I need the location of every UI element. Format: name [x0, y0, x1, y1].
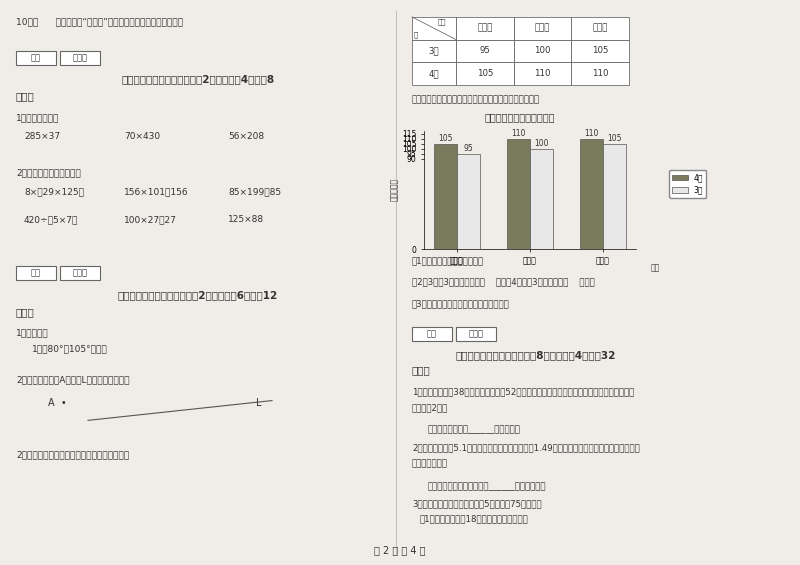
Text: 六年级: 六年级: [592, 24, 608, 33]
FancyBboxPatch shape: [412, 40, 456, 62]
Text: 评卷人: 评卷人: [73, 53, 87, 62]
Text: 五年级: 五年级: [534, 24, 550, 33]
Text: 分）。: 分）。: [16, 92, 34, 102]
Text: 得分: 得分: [31, 268, 41, 277]
FancyBboxPatch shape: [514, 62, 571, 85]
Text: 1．姐姐有连环甴38本，妹妹有连环甴52本，姐姐要给妹妹多少本连环町，才能使妹妹的本数: 1．姐姐有连环甴38本，妹妹有连环甴52本，姐姐要给妹妹多少本连环町，才能使妹妹…: [412, 387, 634, 396]
Text: 100×27－27: 100×27－27: [124, 215, 177, 224]
FancyBboxPatch shape: [456, 17, 514, 40]
Text: 月: 月: [414, 31, 418, 38]
FancyBboxPatch shape: [571, 40, 629, 62]
Text: 56×208: 56×208: [228, 132, 264, 141]
FancyBboxPatch shape: [571, 62, 629, 85]
Bar: [530, 149, 554, 249]
Text: 85×199＋85: 85×199＋85: [228, 187, 281, 196]
Text: 105: 105: [438, 134, 453, 144]
Text: 110: 110: [534, 69, 550, 78]
Text: 70×430: 70×430: [124, 132, 160, 141]
Text: 105: 105: [477, 69, 493, 78]
Text: 105: 105: [592, 46, 608, 55]
Text: 是姐姐的2倍？: 是姐姐的2倍？: [412, 403, 448, 412]
Text: 2．过直线外一点A町直线L的平行线和垂线。: 2．过直线外一点A町直线L的平行线和垂线。: [16, 375, 130, 384]
Text: 4月: 4月: [429, 69, 439, 78]
Text: （2）3月份3个年级共植树（    ）棵，4月份比3月份多植树（    ）棵。: （2）3月份3个年级共植树（ ）棵，4月份比3月份多植树（ ）棵。: [412, 277, 594, 286]
FancyBboxPatch shape: [412, 327, 452, 341]
Text: 2．下面是某小学三个年级植树情况的统计表。: 2．下面是某小学三个年级植树情况的统计表。: [16, 450, 129, 459]
Text: 285×37: 285×37: [24, 132, 60, 141]
Text: 100: 100: [534, 140, 549, 149]
FancyBboxPatch shape: [60, 266, 100, 280]
Text: 少亿平方千米？: 少亿平方千米？: [412, 459, 448, 468]
Text: 8×（29×125）: 8×（29×125）: [24, 187, 84, 196]
FancyBboxPatch shape: [412, 17, 456, 40]
Bar: [580, 138, 603, 249]
Text: 分）。: 分）。: [412, 366, 430, 376]
Text: 2．用你喜欢的方法计算。: 2．用你喜欢的方法计算。: [16, 168, 81, 177]
Text: 100: 100: [534, 46, 550, 55]
Bar: [457, 154, 480, 249]
Text: 10．（      ）盖房子时“人字梁”的结构利用了三角形的稳定性。: 10．（ ）盖房子时“人字梁”的结构利用了三角形的稳定性。: [16, 17, 183, 26]
Text: 95: 95: [479, 46, 490, 55]
Text: （3）还能提出哪些问题？试着解决一下。: （3）还能提出哪些问题？试着解决一下。: [412, 299, 510, 308]
Text: 四年级: 四年级: [477, 24, 493, 33]
Text: 四、看清题目，细心计算（八2小题，每题4分，八8: 四、看清题目，细心计算（八2小题，每题4分，八8: [122, 75, 274, 85]
Text: 2．地球表面积是5.1亿平方千米，其中陆地面积是1.49亿平方千米，海洋面积比陆地面积多多: 2．地球表面积是5.1亿平方千米，其中陆地面积是1.49亿平方千米，海洋面积比陆…: [412, 444, 640, 453]
Text: 3月: 3月: [429, 46, 439, 55]
Text: 105: 105: [607, 134, 622, 144]
Text: 评卷人: 评卷人: [469, 329, 483, 338]
Text: 125×88: 125×88: [228, 215, 264, 224]
Text: 根据统计表信息完成下面的统计图，并回答下面的问题。: 根据统计表信息完成下面的统计图，并回答下面的问题。: [412, 95, 540, 104]
FancyBboxPatch shape: [456, 327, 496, 341]
Text: 五、认真思考，综合能力（八2小题，每题6分，八12: 五、认真思考，综合能力（八2小题，每题6分，八12: [118, 290, 278, 300]
Text: 110: 110: [584, 129, 598, 138]
Text: 第 2 页 八 4 页: 第 2 页 八 4 页: [374, 545, 426, 555]
Text: 110: 110: [511, 129, 526, 138]
Text: 3．丁丁的妈妈是一位裁缝，她5天就能做75套服装。: 3．丁丁的妈妈是一位裁缝，她5天就能做75套服装。: [412, 499, 542, 508]
FancyBboxPatch shape: [456, 62, 514, 85]
Text: 某小学春季植树情况统计图: 某小学春季植树情况统计图: [485, 112, 555, 122]
Y-axis label: 数量（棵）: 数量（棵）: [390, 179, 399, 201]
FancyBboxPatch shape: [60, 51, 100, 65]
FancyBboxPatch shape: [412, 62, 456, 85]
Text: 六、应用知识，解决问题（兲8小题，每题4分，八32: 六、应用知识，解决问题（兲8小题，每题4分，八32: [456, 350, 616, 360]
FancyBboxPatch shape: [16, 51, 56, 65]
FancyBboxPatch shape: [456, 40, 514, 62]
Text: 得分: 得分: [31, 53, 41, 62]
Bar: [506, 138, 530, 249]
Bar: [434, 144, 457, 249]
Text: 156×101－156: 156×101－156: [124, 187, 189, 196]
Text: 答：海洋面积比陆地面积多______亿平方千米。: 答：海洋面积比陆地面积多______亿平方千米。: [428, 482, 546, 491]
Text: 班级: 班级: [650, 263, 660, 272]
Text: 420÷（5×7）: 420÷（5×7）: [24, 215, 78, 224]
FancyBboxPatch shape: [514, 40, 571, 62]
Text: 110: 110: [592, 69, 608, 78]
Text: 年级: 年级: [438, 19, 446, 25]
Bar: [603, 144, 626, 249]
FancyBboxPatch shape: [514, 17, 571, 40]
Text: L: L: [256, 398, 262, 408]
FancyBboxPatch shape: [571, 17, 629, 40]
Text: 1、由80°、105°的角。: 1、由80°、105°的角。: [32, 344, 108, 353]
Text: 分）。: 分）。: [16, 307, 34, 317]
FancyBboxPatch shape: [16, 266, 56, 280]
Text: 95: 95: [464, 145, 474, 154]
Text: A  •: A •: [48, 398, 66, 408]
Text: 得分: 得分: [427, 329, 437, 338]
Text: 1．用竖式计算。: 1．用竖式计算。: [16, 113, 59, 122]
Text: 1．操作题：: 1．操作题：: [16, 328, 49, 337]
Text: 答：姐姐要给妹妹______本连环町。: 答：姐姐要给妹妹______本连环町。: [428, 425, 521, 434]
Text: （1）照这样计算，18天可以做多少套服装？: （1）照这样计算，18天可以做多少套服装？: [420, 515, 529, 524]
Text: 评卷人: 评卷人: [73, 268, 87, 277]
Legend: 4月, 3月: 4月, 3月: [670, 170, 706, 198]
Text: （1）哪个年级春季植树最多？: （1）哪个年级春季植树最多？: [412, 256, 484, 265]
